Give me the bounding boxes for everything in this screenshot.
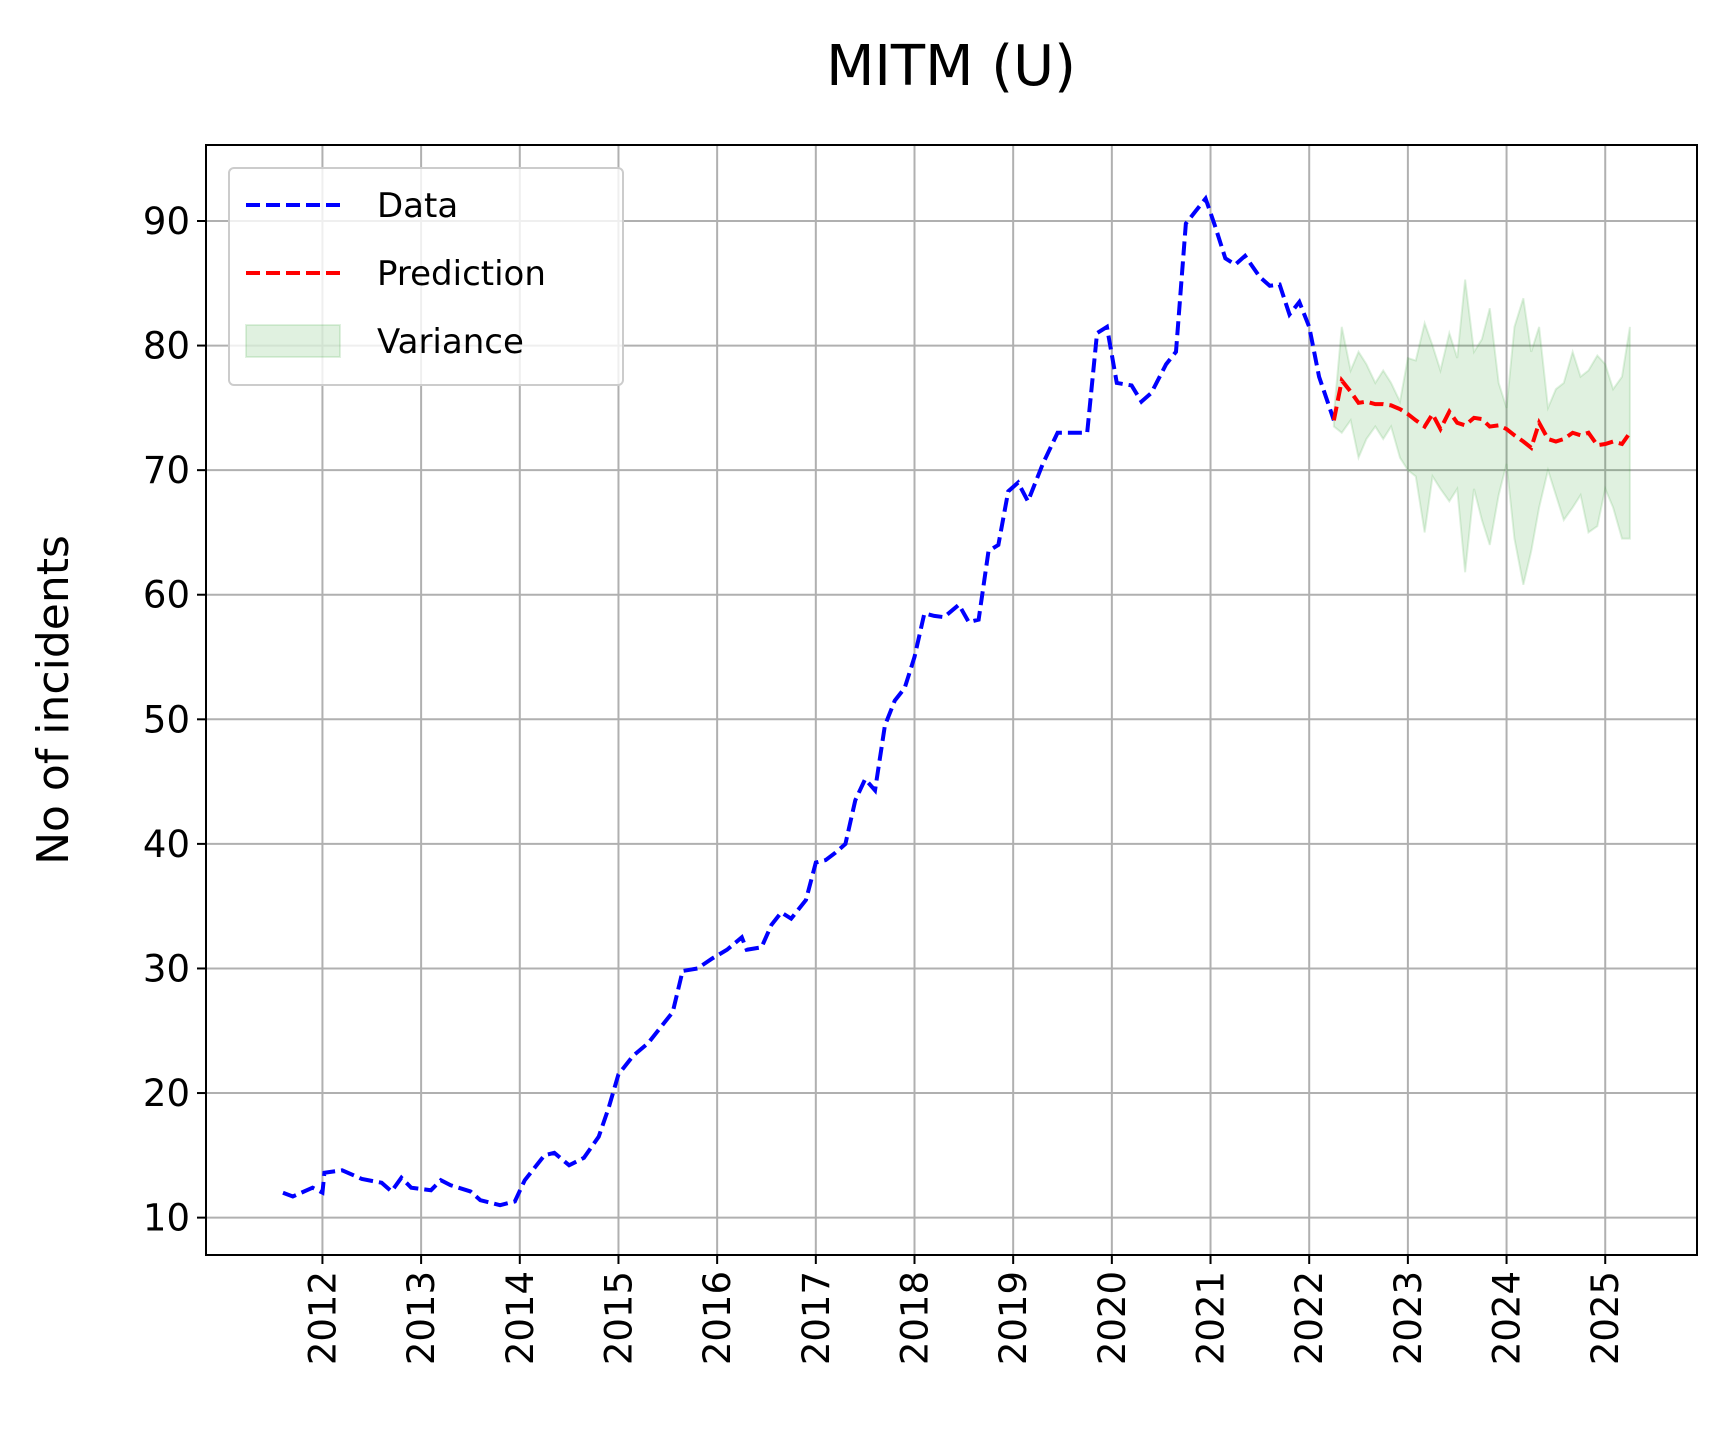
x-tick-label: 2014 — [499, 1271, 542, 1365]
x-tick-label: 2019 — [992, 1271, 1035, 1365]
y-tick-label: 90 — [143, 200, 190, 243]
x-tick-label: 2024 — [1486, 1271, 1529, 1365]
y-tick-label: 80 — [143, 325, 190, 368]
legend-label: Variance — [377, 322, 524, 362]
x-tick-label: 2018 — [893, 1271, 936, 1365]
data-line — [282, 194, 1336, 1208]
x-tick-label: 2021 — [1190, 1271, 1233, 1365]
x-tick-label: 2020 — [1091, 1271, 1134, 1365]
legend-label: Data — [377, 186, 458, 226]
y-tick-label: 30 — [143, 947, 190, 990]
x-tick-label: 2012 — [301, 1271, 344, 1365]
x-tick-label: 2023 — [1387, 1271, 1430, 1365]
x-tick-label: 2016 — [696, 1271, 739, 1365]
legend-box — [228, 167, 624, 386]
legend-swatch — [245, 324, 341, 358]
data-line — [1331, 375, 1632, 452]
x-tick-label: 2025 — [1584, 1271, 1627, 1365]
axes-frame — [205, 144, 1698, 1256]
y-tick-label: 60 — [143, 574, 190, 617]
y-tick-label: 10 — [143, 1197, 190, 1240]
x-tick-label: 2022 — [1288, 1271, 1331, 1365]
x-tick-label: 2013 — [400, 1271, 443, 1365]
variance-band — [1332, 279, 1631, 585]
y-tick-label: 40 — [143, 823, 190, 866]
y-tick-label: 20 — [143, 1072, 190, 1115]
y-tick-label: 50 — [143, 698, 190, 741]
x-tick-label: 2015 — [597, 1271, 640, 1365]
legend-label: Prediction — [377, 254, 546, 294]
y-axis-label: No of incidents — [28, 535, 79, 865]
x-tick-label: 2017 — [795, 1271, 838, 1365]
y-tick-label: 70 — [143, 449, 190, 492]
chart-title: MITM (U) — [826, 34, 1076, 99]
